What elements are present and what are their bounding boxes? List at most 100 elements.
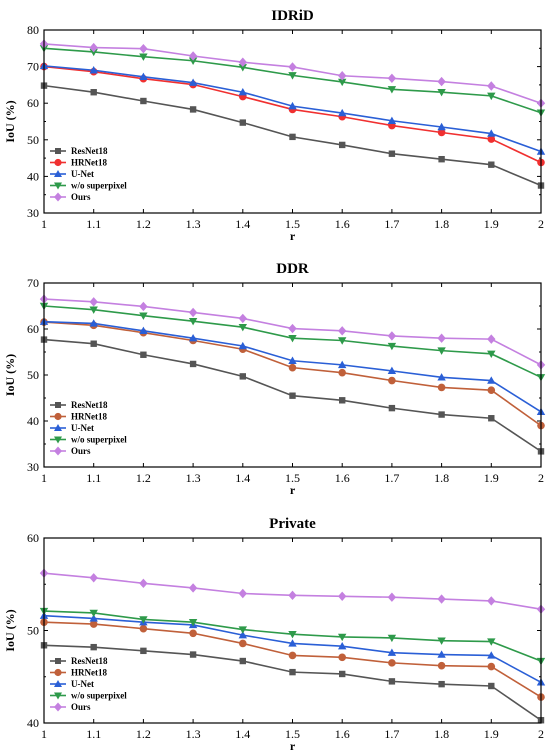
- y-tick-label: 40: [27, 716, 39, 730]
- data-point: [239, 639, 247, 648]
- data-point: [89, 620, 98, 628]
- legend-entry: w/o superpixel: [71, 435, 127, 445]
- x-tick-label: 1.3: [186, 471, 201, 485]
- x-tick-label: 1.7: [384, 471, 399, 485]
- data-point: [338, 368, 347, 377]
- data-point: [188, 583, 198, 593]
- legend-marker: [54, 170, 62, 177]
- data-point: [388, 404, 396, 412]
- x-axis-label: r: [290, 483, 296, 497]
- data-point: [437, 333, 446, 343]
- data-point: [90, 340, 97, 347]
- legend-entry: ResNet18: [71, 400, 108, 410]
- x-tick-label: 1: [41, 217, 47, 231]
- data-point: [437, 661, 446, 670]
- data-point: [288, 590, 297, 601]
- x-tick-label: 1.1: [86, 217, 101, 231]
- data-point: [139, 624, 148, 633]
- chart-panel-0: IDRiD 30 40 50 60 70 80 1 1.1 1.2 1.3 1.4 1.5 1.6 1.7 1…: [3, 8, 546, 243]
- data-point: [487, 376, 496, 384]
- data-point: [89, 42, 98, 53]
- data-point: [288, 631, 297, 639]
- data-point: [288, 639, 297, 647]
- chart-panel-1: DDR 30 40 50 60 70 1 1.1 1.2 1.3 1.4 1.5 1.6 1.7 1.8 1.…: [3, 261, 546, 497]
- data-point: [388, 376, 396, 385]
- x-tick-label: 1.8: [434, 727, 449, 741]
- legend-entry: U-Net: [71, 423, 94, 433]
- legend-entry: Ours: [71, 702, 91, 712]
- data-point: [339, 397, 346, 404]
- legend-entry: ResNet18: [71, 146, 108, 156]
- legend-marker: [54, 424, 62, 431]
- data-point: [139, 301, 148, 312]
- data-point: [239, 373, 246, 380]
- x-tick-label: 1.2: [136, 471, 151, 485]
- y-axis-label: IoU (%): [3, 354, 17, 396]
- y-tick-label: 40: [27, 169, 39, 183]
- data-point: [188, 307, 198, 318]
- x-tick-label: 1.3: [186, 727, 201, 741]
- data-point: [89, 66, 98, 74]
- legend-marker: [54, 692, 62, 700]
- data-point: [89, 614, 98, 622]
- chart-panel-2: Private 40 50 60 1 1.1 1.2 1.3 1.4 1.5 1.6 1.7 1.8 1.…: [3, 516, 546, 753]
- legend-marker: [54, 702, 62, 712]
- data-point: [388, 678, 396, 685]
- data-point: [89, 306, 98, 314]
- data-point: [387, 648, 397, 656]
- data-point: [387, 86, 397, 94]
- data-point: [189, 651, 197, 658]
- x-tick-label: 2: [538, 727, 544, 741]
- data-point: [438, 155, 445, 163]
- data-point: [140, 647, 147, 655]
- data-point: [339, 670, 346, 678]
- data-point: [438, 411, 445, 418]
- data-point: [487, 334, 496, 344]
- data-point: [437, 128, 446, 137]
- y-tick-label: 80: [27, 23, 39, 37]
- data-point: [89, 573, 98, 583]
- data-point: [139, 72, 148, 81]
- data-point: [289, 668, 296, 676]
- data-point: [487, 638, 496, 646]
- y-tick-label: 60: [27, 531, 39, 545]
- x-tick-label: 1.6: [335, 727, 350, 741]
- legend-marker: [54, 192, 62, 202]
- data-point: [438, 680, 445, 688]
- data-point: [387, 366, 397, 375]
- data-point: [387, 116, 397, 124]
- legend-marker: [55, 148, 61, 154]
- data-point: [388, 150, 396, 157]
- legend-entry: w/o superpixel: [71, 181, 127, 191]
- data-point: [437, 89, 446, 97]
- x-tick-label: 1.3: [186, 217, 201, 231]
- data-point: [338, 633, 347, 642]
- y-axis-label: IoU (%): [3, 609, 17, 651]
- data-point: [188, 51, 198, 61]
- legend-marker: [54, 182, 62, 190]
- data-point: [188, 618, 198, 627]
- data-point: [188, 57, 198, 65]
- data-point: [288, 363, 297, 372]
- data-point: [437, 373, 446, 381]
- data-point: [288, 72, 297, 80]
- data-point: [89, 319, 98, 327]
- data-point: [139, 43, 148, 54]
- y-axis-label: IoU (%): [3, 100, 17, 142]
- legend-entry: HRNet18: [71, 412, 107, 422]
- data-point: [89, 48, 98, 57]
- data-point: [90, 89, 97, 96]
- data-point: [238, 64, 247, 72]
- data-point: [188, 334, 198, 342]
- x-tick-label: 1.1: [86, 471, 101, 485]
- y-tick-label: 30: [27, 460, 39, 474]
- data-point: [288, 651, 297, 660]
- data-point: [487, 662, 496, 671]
- y-tick-label: 60: [27, 96, 39, 110]
- data-point: [90, 643, 97, 651]
- data-point: [487, 135, 496, 143]
- data-point: [89, 609, 98, 618]
- x-tick-label: 1.4: [235, 471, 250, 485]
- data-point: [289, 392, 296, 399]
- data-point: [188, 317, 198, 326]
